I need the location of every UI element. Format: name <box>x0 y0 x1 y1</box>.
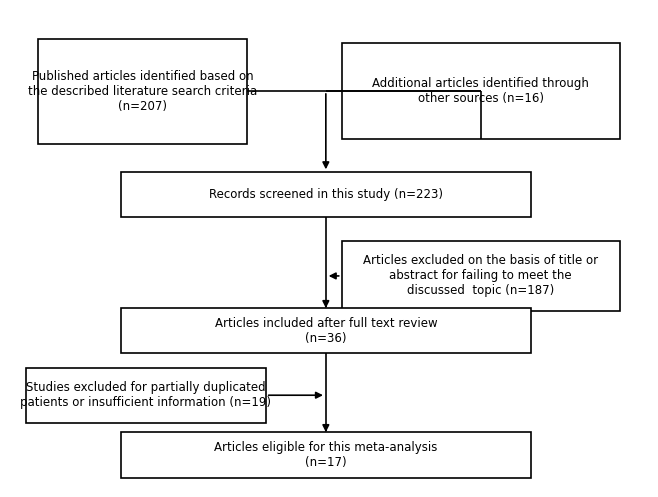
Text: Articles excluded on the basis of title or
abstract for failing to meet the
disc: Articles excluded on the basis of title … <box>363 254 598 297</box>
Bar <box>342 43 620 139</box>
Text: Studies excluded for partially duplicated
patients or insufficient information (: Studies excluded for partially duplicate… <box>20 381 271 409</box>
Text: Additional articles identified through
other sources (n=16): Additional articles identified through o… <box>372 77 589 105</box>
Bar <box>120 172 531 218</box>
Text: Articles eligible for this meta-analysis
(n=17): Articles eligible for this meta-analysis… <box>214 441 438 469</box>
Bar <box>120 432 531 478</box>
Bar <box>38 39 247 144</box>
Bar <box>26 368 266 422</box>
Text: Articles included after full text review
(n=36): Articles included after full text review… <box>215 317 437 345</box>
Text: Records screened in this study (n=223): Records screened in this study (n=223) <box>209 188 443 201</box>
Bar <box>342 242 620 311</box>
Text: Published articles identified based on
the described literature search criteria
: Published articles identified based on t… <box>28 70 257 112</box>
Bar <box>120 308 531 353</box>
